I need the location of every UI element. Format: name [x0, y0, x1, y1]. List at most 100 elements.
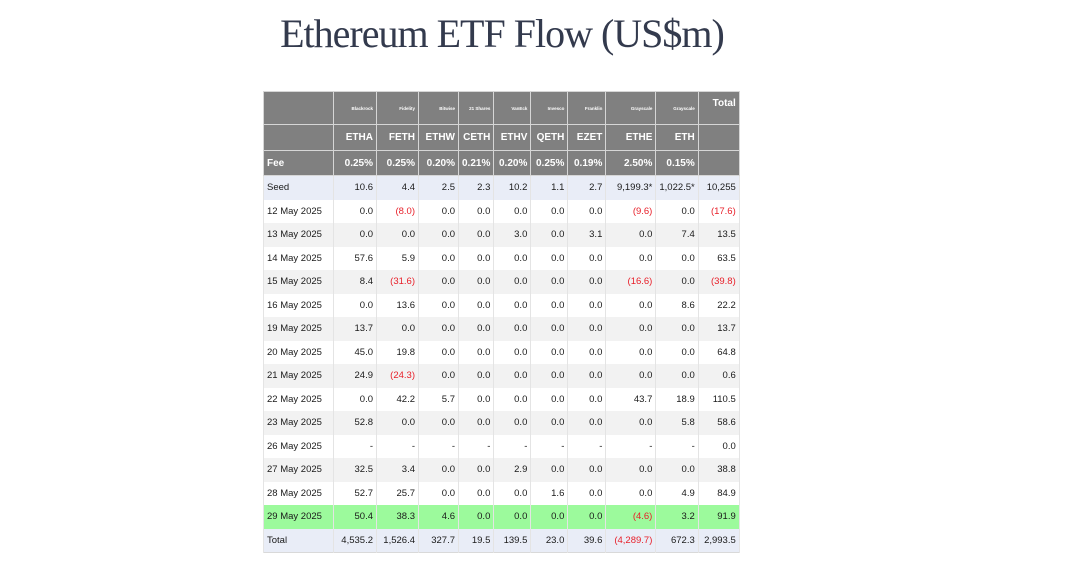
flow-cell: 0.0 — [567, 293, 607, 317]
flow-cell: 4.4 — [376, 175, 419, 200]
flow-cell: 0.0 — [457, 364, 495, 388]
seed-row: Seed 10.6 4.4 2.5 2.3 10.2 1.1 2.7 9,199.3* 1,022… — [263, 175, 740, 200]
flow-cell: 45.0 — [333, 340, 377, 364]
table-row: 28 May 2025 52.7 25.7 0.0 0.0 0.0 1.6 0.0 0.0 4.9… — [263, 481, 740, 505]
table-row: 19 May 2025 13.7 0.0 0.0 0.0 0.0 0.0 0.0 0.0 0.0 1… — [263, 317, 740, 341]
flow-cell: 0.0 — [457, 270, 495, 294]
row-total-cell: 10,255 — [697, 175, 740, 200]
row-total-cell: 13.5 — [697, 223, 740, 247]
issuer-header: Bitwise — [418, 91, 459, 125]
row-total-cell: (17.6) — [697, 199, 740, 223]
table-row: 16 May 2025 0.0 13.6 0.0 0.0 0.0 0.0 0.0 0.0 8.6 2… — [263, 293, 740, 317]
flow-cell: 0.0 — [530, 246, 569, 270]
flow-cell: - — [567, 434, 607, 458]
flow-cell: 0.0 — [457, 223, 495, 247]
flow-cell: 0.0 — [530, 364, 569, 388]
flow-cell: 0.0 — [333, 199, 377, 223]
ticker-header: QETH — [530, 124, 569, 151]
row-label: 26 May 2025 — [263, 434, 334, 458]
flow-cell: 0.0 — [605, 458, 657, 482]
flow-cell: 0.0 — [567, 199, 607, 223]
issuer-header: Grayscale — [605, 91, 657, 125]
ticker-header: ETHV — [493, 124, 532, 151]
fee-label: Fee — [263, 150, 334, 176]
flow-cell: 0.0 — [605, 481, 657, 505]
table-row: 13 May 2025 0.0 0.0 0.0 0.0 3.0 0.0 3.1 0.0 7.4 13… — [263, 223, 740, 247]
flow-cell: 0.0 — [493, 199, 532, 223]
row-label: 20 May 2025 — [263, 340, 334, 364]
flow-cell: 0.0 — [333, 293, 377, 317]
flow-cell: 0.0 — [655, 246, 699, 270]
row-total-cell: 64.8 — [697, 340, 740, 364]
fee-value: 0.20% — [493, 150, 532, 176]
row-total-cell: 110.5 — [697, 387, 740, 411]
flow-cell: 0.0 — [333, 387, 377, 411]
flow-cell: 0.0 — [333, 223, 377, 247]
fee-value: 0.19% — [567, 150, 607, 176]
row-total-cell: 38.8 — [697, 458, 740, 482]
flow-cell: 19.5 — [457, 528, 495, 553]
issuer-header-row: Blackrock Fidelity Bitwise 21 Shares Van… — [263, 91, 740, 125]
flow-cell: 672.3 — [655, 528, 699, 553]
flow-cell: - — [333, 434, 377, 458]
table-row: 12 May 2025 0.0 (8.0) 0.0 0.0 0.0 0.0 0.0 (9.6) 0… — [263, 199, 740, 223]
table-row: 29 May 2025 50.4 38.3 4.6 0.0 0.0 0.0 0.0 (4.6) 3… — [263, 505, 740, 529]
flow-cell: 0.0 — [493, 387, 532, 411]
table-row: 22 May 2025 0.0 42.2 5.7 0.0 0.0 0.0 0.0 43.7 18.… — [263, 387, 740, 411]
flow-cell: 0.0 — [605, 246, 657, 270]
flow-cell: 0.0 — [567, 387, 607, 411]
flow-cell: 2.7 — [567, 175, 607, 200]
flow-cell: 7.4 — [655, 223, 699, 247]
fee-value: 0.25% — [333, 150, 377, 176]
flow-cell: 38.3 — [376, 505, 419, 529]
flow-cell: (4,289.7) — [605, 528, 657, 553]
flow-cell: (31.6) — [376, 270, 419, 294]
flow-cell: 0.0 — [567, 364, 607, 388]
flow-cell: - — [605, 434, 657, 458]
flow-cell: 0.0 — [655, 364, 699, 388]
table-row: 27 May 2025 32.5 3.4 0.0 0.0 2.9 0.0 0.0 0.0 0.0 3… — [263, 458, 740, 482]
flow-cell: 0.0 — [655, 458, 699, 482]
flow-cell: 19.8 — [376, 340, 419, 364]
flow-cell: 0.0 — [567, 481, 607, 505]
flow-cell: 5.9 — [376, 246, 419, 270]
row-total-cell: 13.7 — [697, 317, 740, 341]
flow-cell: 0.0 — [457, 458, 495, 482]
row-total-cell: 84.9 — [697, 481, 740, 505]
flow-cell: 0.0 — [376, 317, 419, 341]
flow-cell: 2.3 — [457, 175, 495, 200]
flow-cell: 13.7 — [333, 317, 377, 341]
flow-cell: 1.6 — [530, 481, 569, 505]
flow-cell: 10.6 — [333, 175, 377, 200]
issuer-header: Invesco — [530, 91, 569, 125]
flow-cell: 0.0 — [457, 387, 495, 411]
flow-cell: 0.0 — [418, 458, 459, 482]
flow-cell: 1.1 — [530, 175, 569, 200]
table-row: 23 May 2025 52.8 0.0 0.0 0.0 0.0 0.0 0.0 0.0 5.8 5… — [263, 411, 740, 435]
flow-cell: 52.7 — [333, 481, 377, 505]
fee-value: 0.20% — [418, 150, 459, 176]
table-row: 20 May 2025 45.0 19.8 0.0 0.0 0.0 0.0 0.0 0.0 0.0… — [263, 340, 740, 364]
flow-cell: - — [376, 434, 419, 458]
flow-cell: 0.0 — [418, 199, 459, 223]
flow-cell: 0.0 — [605, 293, 657, 317]
flow-cell: 0.0 — [530, 411, 569, 435]
flow-cell: 0.0 — [567, 340, 607, 364]
issuer-header: Blackrock — [333, 91, 377, 125]
row-total-cell: (39.8) — [697, 270, 740, 294]
row-label: 14 May 2025 — [263, 246, 334, 270]
flow-cell: 43.7 — [605, 387, 657, 411]
flow-cell: 0.0 — [493, 505, 532, 529]
flow-cell: 4.6 — [418, 505, 459, 529]
flow-cell: 3.1 — [567, 223, 607, 247]
flow-cell: 0.0 — [493, 293, 532, 317]
issuer-header: Fidelity — [376, 91, 419, 125]
flow-cell: 0.0 — [376, 223, 419, 247]
flow-cell: 5.7 — [418, 387, 459, 411]
flow-cell: (8.0) — [376, 199, 419, 223]
flow-cell: 2.9 — [493, 458, 532, 482]
flow-cell: 0.0 — [655, 317, 699, 341]
ticker-header: EZET — [567, 124, 607, 151]
flow-cell: 1,526.4 — [376, 528, 419, 553]
row-total-cell: 22.2 — [697, 293, 740, 317]
